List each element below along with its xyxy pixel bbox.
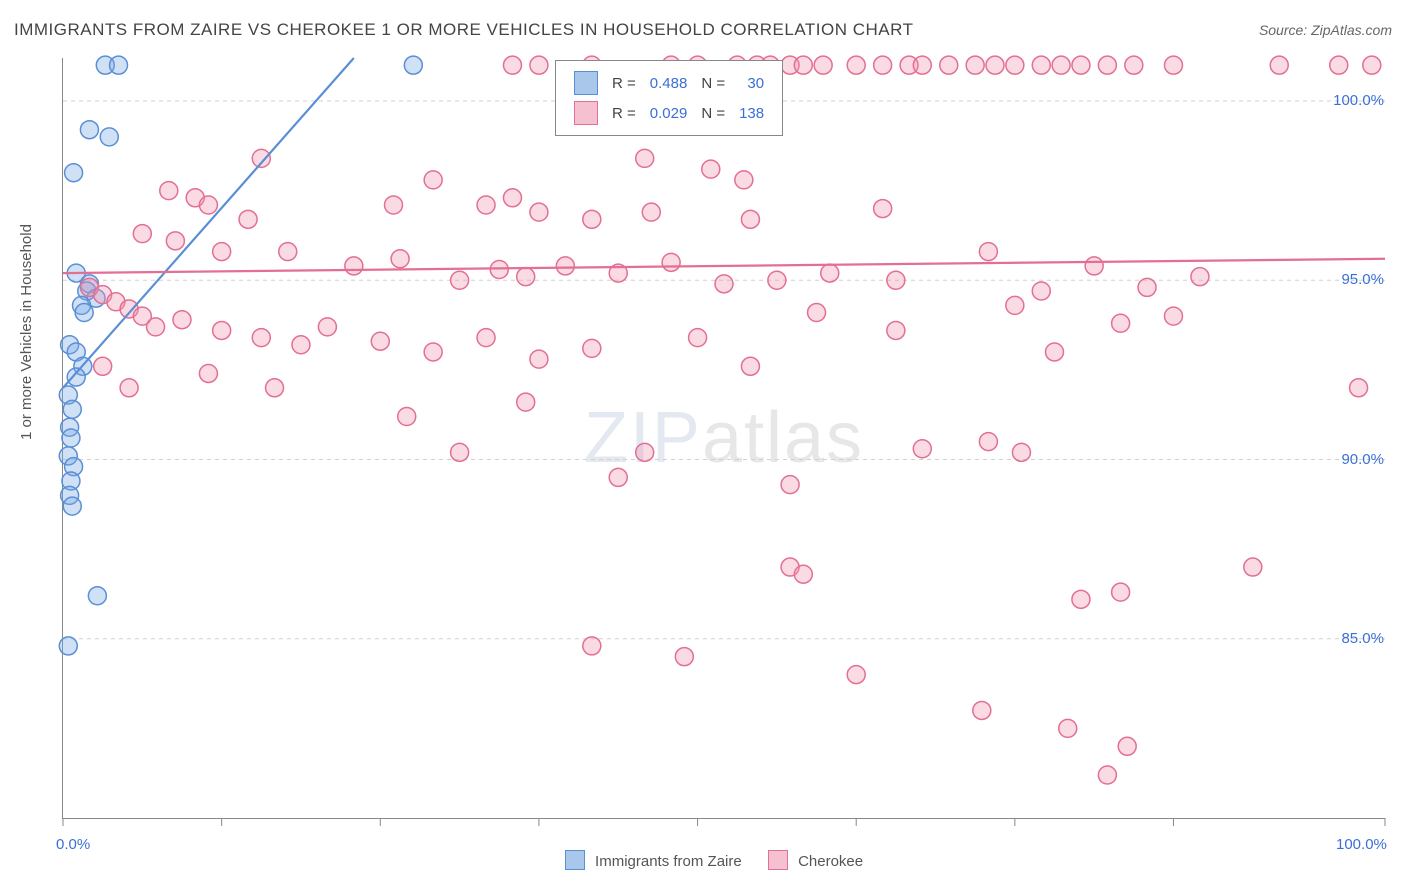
series-label: Cherokee [798, 853, 863, 870]
legend-swatch-cherokee [768, 850, 788, 870]
legend-n-label: N = [695, 69, 731, 97]
legend-row: R = 0.029 N = 138 [568, 99, 770, 127]
legend-n-value: 30 [733, 69, 770, 97]
legend-swatch-zaire [574, 71, 598, 95]
plot-area: ZIPatlas R = 0.488 N = 30 R = 0.029 N = [62, 58, 1385, 819]
source-attribution: Source: ZipAtlas.com [1259, 22, 1392, 38]
correlation-legend: R = 0.488 N = 30 R = 0.029 N = 138 [555, 60, 783, 136]
legend-n-value: 138 [733, 99, 770, 127]
legend-r-value: 0.029 [644, 99, 694, 127]
legend-swatch-zaire [565, 850, 585, 870]
legend-r-value: 0.488 [644, 69, 694, 97]
x-axis-legend: Immigrants from Zaire Cherokee [0, 850, 1406, 870]
y-tick-label: 95.0% [1341, 271, 1384, 288]
y-tick-label: 90.0% [1341, 451, 1384, 468]
y-tick-label: 100.0% [1333, 92, 1384, 109]
legend-swatch-cherokee [574, 101, 598, 125]
legend-row: R = 0.488 N = 30 [568, 69, 770, 97]
chart-container: IMMIGRANTS FROM ZAIRE VS CHEROKEE 1 OR M… [0, 0, 1406, 892]
y-tick-label: 85.0% [1341, 630, 1384, 647]
legend-r-label: R = [606, 99, 642, 127]
y-axis-label: 1 or more Vehicles in Household [18, 224, 35, 440]
legend-r-label: R = [606, 69, 642, 97]
series-label: Immigrants from Zaire [595, 853, 742, 870]
plot-svg [63, 58, 1385, 818]
legend-n-label: N = [695, 99, 731, 127]
chart-title: IMMIGRANTS FROM ZAIRE VS CHEROKEE 1 OR M… [14, 20, 914, 40]
